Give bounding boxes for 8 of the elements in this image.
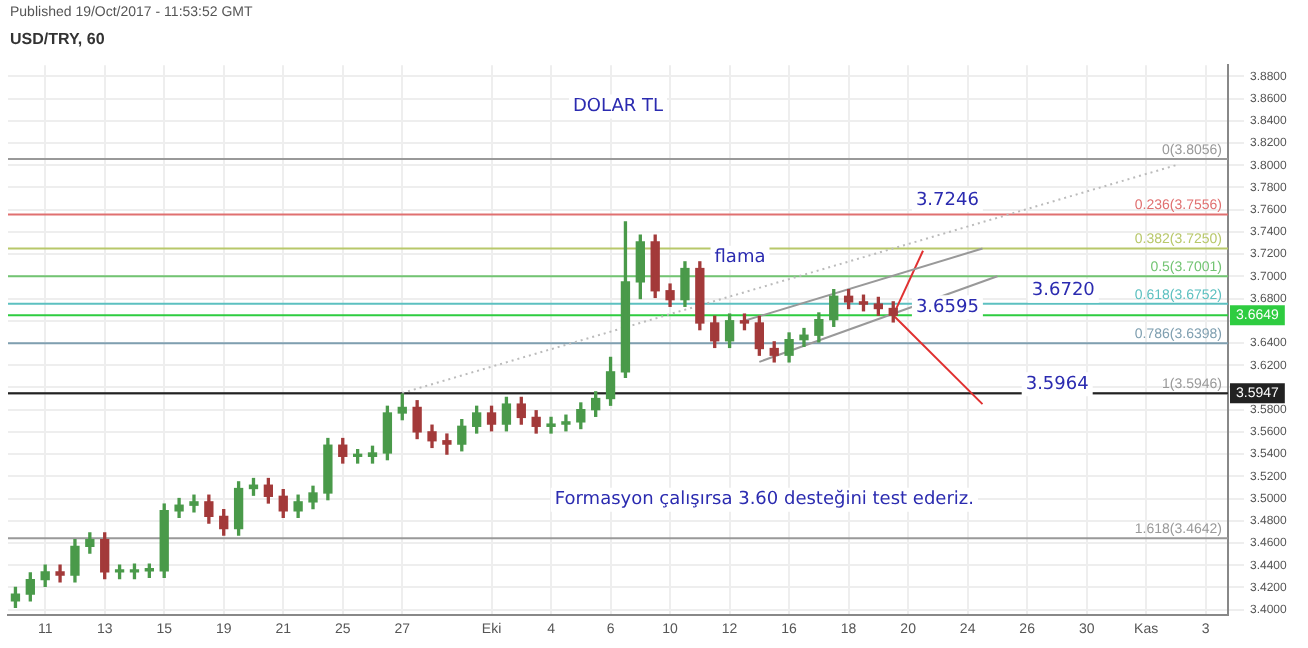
annotation: 3.5964 — [1025, 374, 1090, 395]
annotation: DOLAR TL — [572, 97, 664, 118]
annotation: 3.7246 — [915, 190, 980, 211]
annotation: 3.6720 — [1031, 281, 1096, 302]
annotation: flama — [714, 248, 766, 269]
annotation: 3.6595 — [915, 297, 979, 318]
annotation: Formasyon çalışırsa 3.60 desteğini test ederiz. — [554, 488, 974, 511]
chart-title: USD/TRY, 60 — [8, 28, 107, 52]
